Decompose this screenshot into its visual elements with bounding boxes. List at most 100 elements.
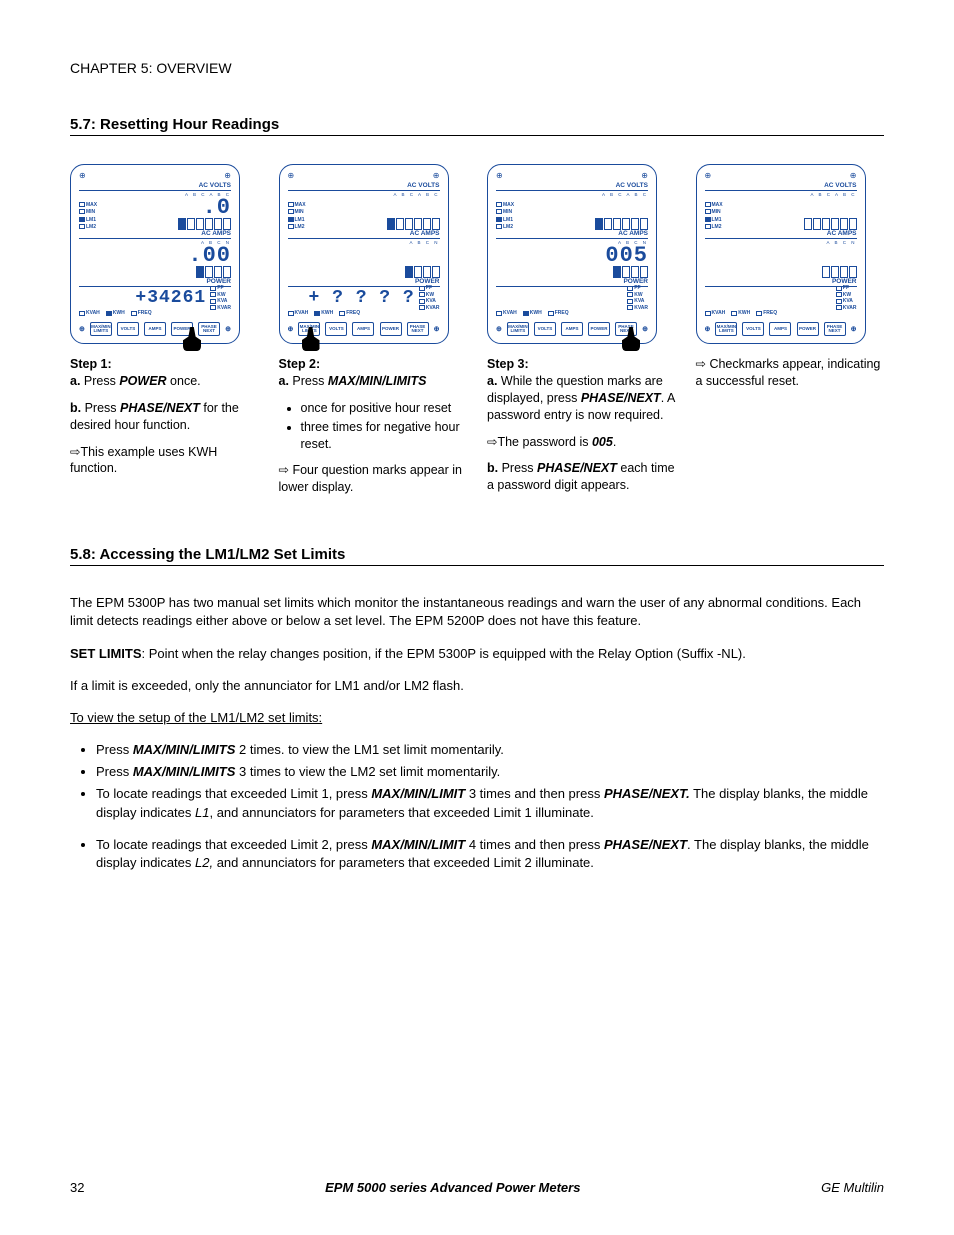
meter-display-1: ⊕⊕ AC VOLTS A B C A B C MAX MIN .0 LM1 L… <box>70 164 240 344</box>
volts-button[interactable]: VOLTS <box>534 322 556 336</box>
top-bar-graph <box>522 216 648 230</box>
limits-button[interactable]: MAX/MINLIMITS <box>90 322 112 336</box>
mid-bar-graph <box>314 264 440 278</box>
screw-icon: ⊕ <box>225 325 231 333</box>
limits-button[interactable]: MAX/MINLIMITS <box>507 322 529 336</box>
bullet-item: Press MAX/MIN/LIMITS 3 times to view the… <box>96 763 884 781</box>
min-indicator: MIN <box>705 209 731 215</box>
step-line: Step 3:a. While the question marks are d… <box>487 356 676 424</box>
kw-indicator: KW <box>419 292 440 298</box>
step-line: Step 1:a. Press POWER once. <box>70 356 259 390</box>
kw-indicator: KW <box>627 292 648 298</box>
amps-button[interactable]: AMPS <box>144 322 166 336</box>
phase-next-button[interactable]: PHASENEXT <box>198 322 220 336</box>
lm2-indicator: LM2 <box>288 224 314 230</box>
step-line: ⇨The password is 005. <box>487 434 676 451</box>
acamps-label: AC AMPS <box>79 230 231 239</box>
max-indicator: MAX <box>79 202 105 208</box>
acvolts-label: AC VOLTS <box>705 182 857 191</box>
mid-display: .00 <box>105 246 231 266</box>
amps-button[interactable]: AMPS <box>561 322 583 336</box>
body-paragraph: To view the setup of the LM1/LM2 set lim… <box>70 709 884 727</box>
mid-bar-graph <box>731 264 857 278</box>
meter-display-3: ⊕⊕ AC VOLTS A B C A B C MAX MIN LM1 LM2 <box>487 164 657 344</box>
max-indicator: MAX <box>496 202 522 208</box>
kva-indicator: KVA <box>836 298 857 304</box>
max-indicator: MAX <box>705 202 731 208</box>
amps-button[interactable]: AMPS <box>769 322 791 336</box>
power-label: POWER <box>288 278 440 287</box>
min-indicator: MIN <box>288 209 314 215</box>
acamps-label: AC AMPS <box>496 230 648 239</box>
lm1-indicator: LM1 <box>496 217 522 223</box>
pf-indicator: PF <box>419 285 440 291</box>
pf-indicator: PF <box>210 285 231 291</box>
power-label: POWER <box>705 278 857 287</box>
acamps-label: AC AMPS <box>705 230 857 239</box>
lm1-indicator: LM1 <box>288 217 314 223</box>
meter-display-2: ⊕⊕ AC VOLTS A B C A B C MAX MIN LM1 LM2 <box>279 164 449 344</box>
kvar-indicator: KVAR <box>627 305 648 311</box>
screw-icon: ⊕ <box>705 325 711 333</box>
screw-icon: ⊕ <box>288 325 294 333</box>
top-display: .0 <box>105 198 231 218</box>
min-indicator: MIN <box>496 209 522 215</box>
lm1-indicator: LM1 <box>705 217 731 223</box>
freq-indicator: FREQ <box>131 310 152 316</box>
power-button[interactable]: POWER <box>797 322 819 336</box>
section-57-title: 5.7: Resetting Hour Readings <box>70 116 884 136</box>
freq-indicator: FREQ <box>756 310 777 316</box>
kwh-indicator: KWH <box>731 310 750 316</box>
screw-icon: ⊕ <box>642 325 648 333</box>
meter-panels-row: ⊕ ⊕ AC VOLTS A B C A B C MAX MIN .0 LM1 L… <box>70 164 884 344</box>
phase-labels-n: A B C N <box>705 240 857 245</box>
mid-bar-graph <box>522 264 648 278</box>
phase-labels: A B C A B C <box>496 192 648 197</box>
volts-button[interactable]: VOLTS <box>325 322 347 336</box>
power-button[interactable]: POWER <box>588 322 610 336</box>
bullet-item: three times for negative hour reset. <box>301 419 468 453</box>
step-line: b. Press PHASE/NEXT for the desired hour… <box>70 400 259 434</box>
screw-icon: ⊕ <box>496 171 503 180</box>
kvar-indicator: KVAR <box>210 305 231 311</box>
power-label: POWER <box>79 278 231 287</box>
screw-icon: ⊕ <box>705 171 712 180</box>
volts-button[interactable]: VOLTS <box>117 322 139 336</box>
lm1-indicator: LM1 <box>79 217 105 223</box>
page-number: 32 <box>70 1180 84 1195</box>
screw-icon: ⊕ <box>434 325 440 333</box>
kvar-indicator: KVAR <box>836 305 857 311</box>
kvah-indicator: KVAH <box>705 310 726 316</box>
kwh-indicator: KWH <box>106 310 125 316</box>
kva-indicator: KVA <box>627 298 648 304</box>
bullet-item: once for positive hour reset <box>301 400 468 417</box>
freq-indicator: FREQ <box>339 310 360 316</box>
volts-button[interactable]: VOLTS <box>742 322 764 336</box>
screw-icon: ⊕ <box>79 325 85 333</box>
phase-next-button[interactable]: PHASENEXT <box>407 322 429 336</box>
screw-icon: ⊕ <box>224 171 231 180</box>
step-4-text: ⇨ Checkmarks appear, indicating a succes… <box>696 356 885 506</box>
bottom-display: + ? ? ? ? <box>288 288 415 308</box>
amps-button[interactable]: AMPS <box>352 322 374 336</box>
acvolts-label: AC VOLTS <box>288 182 440 191</box>
steps-row: Step 1:a. Press POWER once. b. Press PHAS… <box>70 356 884 506</box>
step-1-text: Step 1:a. Press POWER once. b. Press PHAS… <box>70 356 259 506</box>
freq-indicator: FREQ <box>548 310 569 316</box>
kvah-indicator: KVAH <box>496 310 517 316</box>
step-line: b. Press PHASE/NEXT each time a password… <box>487 460 676 494</box>
body-paragraph: SET LIMITS: Point when the relay changes… <box>70 645 884 663</box>
kw-indicator: KW <box>836 292 857 298</box>
top-bar-graph <box>105 216 231 230</box>
kvah-indicator: KVAH <box>288 310 309 316</box>
mid-display: 005 <box>522 246 648 266</box>
body-paragraph: If a limit is exceeded, only the annunci… <box>70 677 884 695</box>
acvolts-label: AC VOLTS <box>79 182 231 191</box>
kvah-indicator: KVAH <box>79 310 100 316</box>
limits-button[interactable]: MAX/MINLIMITS <box>715 322 737 336</box>
phase-next-button[interactable]: PHASENEXT <box>824 322 846 336</box>
screw-icon: ⊕ <box>850 171 857 180</box>
max-indicator: MAX <box>288 202 314 208</box>
power-button[interactable]: POWER <box>380 322 402 336</box>
top-bar-graph <box>731 216 857 230</box>
